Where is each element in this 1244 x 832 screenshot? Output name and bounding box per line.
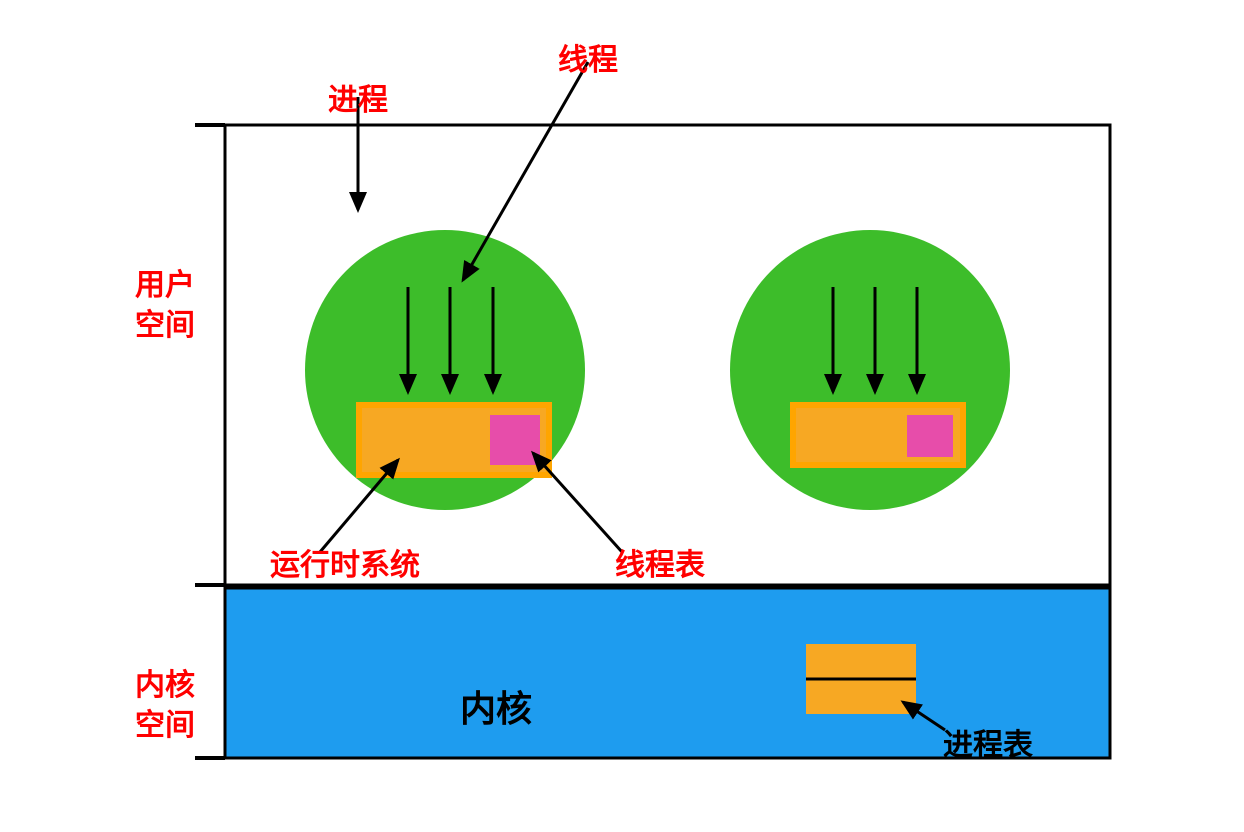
diagram-canvas: 进程 线程 用户 空间 内核 空间 运行时系统 线程表 内核 进程表: [0, 0, 1244, 832]
kernel-label: 内核: [460, 680, 532, 732]
process-label: 进程: [328, 75, 388, 119]
thread-label: 线程: [558, 35, 618, 79]
runtime-system-label: 运行时系统: [270, 540, 420, 584]
thread-table-label: 线程表: [615, 540, 705, 584]
user-space-label-2: 空间: [135, 300, 195, 344]
thread-table-box-1: [490, 415, 540, 465]
kernel-space-label-1: 内核: [135, 660, 195, 704]
thread-table-box-2: [907, 415, 953, 457]
user-space-label-1: 用户: [135, 260, 195, 304]
process-table-label: 进程表: [943, 720, 1033, 764]
kernel-space-label-2: 空间: [135, 700, 195, 744]
